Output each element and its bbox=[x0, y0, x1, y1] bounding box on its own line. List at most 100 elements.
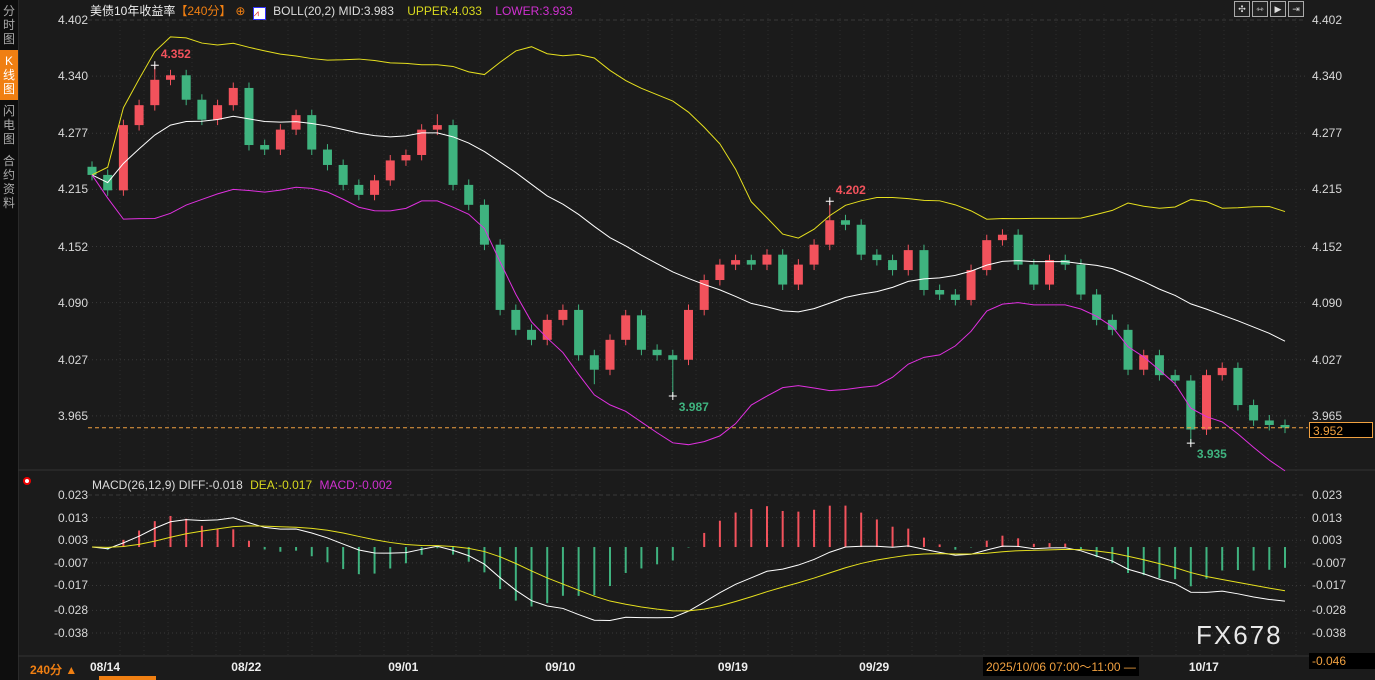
period-selector[interactable]: 240分 ▲ bbox=[30, 663, 78, 677]
candle-body bbox=[684, 309, 693, 360]
candle-body bbox=[370, 180, 380, 195]
low-annotation: 3.935 bbox=[1196, 447, 1227, 462]
boll-upper-line bbox=[91, 36, 1286, 239]
candle-body bbox=[1202, 375, 1212, 430]
price-tick-right: 4.152 bbox=[1312, 239, 1343, 254]
candle-body bbox=[636, 315, 646, 350]
extreme-marker bbox=[1186, 439, 1195, 448]
price-tick-left: 4.090 bbox=[57, 295, 88, 310]
candle-body bbox=[1186, 380, 1196, 430]
candle-body bbox=[495, 244, 505, 310]
candle-body bbox=[134, 105, 144, 126]
candle-body bbox=[1154, 355, 1164, 376]
sidebar-item-1[interactable]: K线图 bbox=[0, 50, 18, 100]
candle-body bbox=[1107, 319, 1117, 330]
candle-body bbox=[213, 105, 223, 120]
target-icon[interactable]: ⊕ bbox=[235, 4, 246, 18]
macd-tick-right: -0.007 bbox=[1312, 555, 1347, 570]
macd-diff: DIFF:-0.018 bbox=[178, 478, 243, 492]
candle-body bbox=[464, 184, 474, 205]
crosshair-time-label: 2025/10/06 07:00～11:00 — bbox=[983, 657, 1139, 676]
candle-body bbox=[856, 224, 866, 255]
candle-body bbox=[778, 254, 788, 285]
fit-range-icon[interactable]: ⇿ bbox=[1252, 1, 1268, 17]
time-scrollbar[interactable] bbox=[99, 676, 156, 680]
boll-mid-line bbox=[91, 115, 1286, 342]
candle-body bbox=[228, 87, 238, 106]
price-tick-right: 4.340 bbox=[1312, 69, 1343, 84]
candle-body bbox=[840, 220, 850, 225]
macd-min-label: -0.046 bbox=[1309, 653, 1375, 669]
candle-body bbox=[668, 355, 678, 360]
candle-body bbox=[244, 87, 254, 146]
boll-lower-line bbox=[91, 174, 1286, 472]
candle-body bbox=[825, 220, 835, 245]
candle-body bbox=[809, 244, 819, 265]
chart-legend: 美债10年收益率【240分】 ⊕ ⩘ BOLL(20,2) MID:3.983 U… bbox=[90, 2, 577, 20]
macd-diff-line bbox=[91, 517, 1286, 622]
sidebar-item-2[interactable]: 闪电图 bbox=[2, 104, 15, 146]
candle-body bbox=[432, 125, 442, 130]
candle-body bbox=[511, 309, 521, 330]
boll-mid: BOLL(20,2) MID:3.983 bbox=[273, 4, 394, 18]
crosshair-icon[interactable]: ✣ bbox=[1234, 1, 1250, 17]
sidebar: 分时图 K线图闪电图合约资料 bbox=[0, 0, 19, 680]
time-axis-label: 08/14 bbox=[90, 660, 121, 674]
watermark-logo: FX678 bbox=[1196, 620, 1283, 650]
period-label: 【240分】 bbox=[175, 4, 232, 18]
candle-body bbox=[935, 289, 945, 295]
price-tick-right: 4.090 bbox=[1312, 295, 1343, 310]
candle-body bbox=[448, 125, 458, 185]
price-tick-right: 4.277 bbox=[1312, 126, 1343, 141]
price-tick-left: 4.027 bbox=[57, 352, 88, 367]
macd-settings-icon[interactable] bbox=[23, 477, 31, 485]
candle-body bbox=[527, 329, 537, 340]
candle-body bbox=[1123, 329, 1133, 370]
indicator-chart-icon[interactable]: ⩘ bbox=[252, 7, 266, 20]
candle-body bbox=[165, 75, 175, 80]
boll-upper: UPPER:4.033 bbox=[407, 4, 482, 18]
high-annotation: 4.352 bbox=[160, 47, 191, 62]
extreme-marker bbox=[668, 391, 677, 400]
time-axis-label: 09/19 bbox=[717, 660, 748, 674]
play-range-icon[interactable]: ▶ bbox=[1270, 1, 1286, 17]
price-tick-left: 4.402 bbox=[57, 13, 88, 27]
price-tick-left: 4.215 bbox=[57, 182, 88, 197]
candle-body bbox=[652, 349, 662, 356]
price-tick-right: 4.027 bbox=[1312, 352, 1343, 367]
candle-body bbox=[1233, 367, 1243, 406]
macd-tick-left: -0.028 bbox=[53, 603, 88, 618]
candle-body bbox=[1217, 367, 1227, 376]
candle-body bbox=[919, 250, 929, 290]
sidebar-item-0[interactable]: 分时图 bbox=[2, 4, 15, 46]
candle-body bbox=[1249, 405, 1259, 421]
candle-body bbox=[605, 339, 615, 370]
candle-body bbox=[715, 264, 725, 281]
candle-body bbox=[118, 125, 128, 191]
sidebar-item-3[interactable]: 合约资料 bbox=[2, 154, 15, 210]
instrument-title: 美债10年收益率 bbox=[90, 4, 176, 18]
candle-body bbox=[354, 184, 364, 195]
candle-body bbox=[307, 115, 317, 150]
price-tick-left: 3.965 bbox=[57, 408, 88, 423]
candle-body bbox=[1170, 375, 1180, 381]
macd-tick-left: -0.038 bbox=[53, 625, 88, 640]
candle-body bbox=[558, 309, 568, 320]
candle-body bbox=[1076, 264, 1086, 295]
candle-body bbox=[762, 254, 772, 265]
macd-dea: DEA:-0.017 bbox=[250, 478, 313, 492]
macd-tick-left: -0.017 bbox=[53, 578, 88, 593]
candle-body bbox=[982, 240, 992, 271]
candle-body bbox=[1264, 420, 1274, 425]
candle-body bbox=[401, 154, 411, 161]
candle-body bbox=[966, 270, 976, 300]
move-right-icon[interactable]: ⇥ bbox=[1288, 1, 1304, 17]
candle-body bbox=[888, 260, 898, 271]
candle-body bbox=[1139, 355, 1149, 370]
candle-body bbox=[260, 145, 270, 150]
candle-body bbox=[150, 79, 160, 106]
time-axis-label: 10/17 bbox=[1188, 660, 1219, 674]
candle-body bbox=[621, 315, 631, 340]
macd-tick-right: 0.003 bbox=[1312, 533, 1343, 548]
